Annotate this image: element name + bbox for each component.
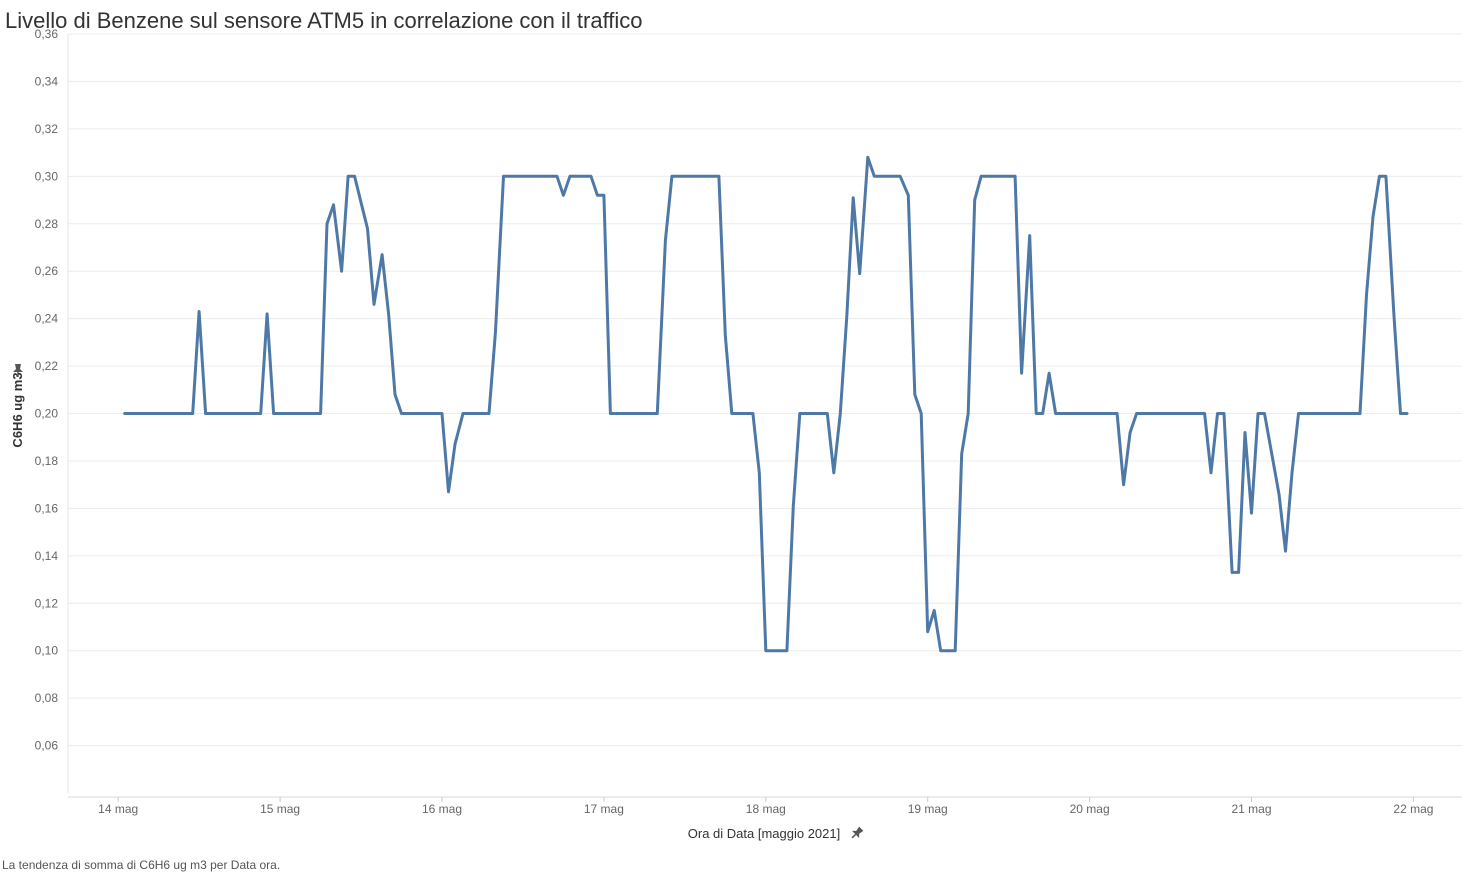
y-axis-ticks: 0,06 0,08 0,10 0,12 0,14 0,16 0,18 0,20 0,22 0,24…	[35, 27, 59, 753]
x-axis-ticks: 14 mag 15 mag 16 mag 17 mag 18 mag 19 mag 20 m…	[98, 797, 1433, 816]
y-tick-label: 0,22	[35, 359, 59, 373]
x-tick-label: 14 mag	[98, 802, 138, 816]
pin-icon[interactable]	[13, 364, 23, 377]
y-tick-label: 0,30	[35, 169, 59, 183]
y-axis-label-group: C6H6 ug m3	[10, 364, 25, 448]
x-tick-label: 18 mag	[746, 802, 786, 816]
x-tick-label: 15 mag	[260, 802, 300, 816]
y-tick-label: 0,06	[35, 739, 59, 753]
x-tick-label: 16 mag	[422, 802, 462, 816]
chart-caption: La tendenza di somma di C6H6 ug m3 per D…	[2, 858, 281, 872]
y-tick-label: 0,24	[35, 312, 59, 326]
y-tick-label: 0,14	[35, 549, 59, 563]
y-tick-label: 0,08	[35, 691, 59, 705]
y-axis-label: C6H6 ug m3	[10, 372, 25, 447]
x-tick-label: 20 mag	[1070, 802, 1110, 816]
series-line-c6h6[interactable]	[123, 155, 1409, 653]
y-tick-label: 0,10	[35, 644, 59, 658]
y-tick-label: 0,12	[35, 596, 59, 610]
y-tick-label: 0,34	[35, 74, 59, 88]
y-tick-label: 0,36	[35, 27, 59, 41]
x-tick-label: 21 mag	[1232, 802, 1272, 816]
y-tick-label: 0,16	[35, 501, 59, 515]
chart-title: Livello di Benzene sul sensore ATM5 in c…	[5, 8, 643, 33]
x-axis-label-group: Ora di Data [maggio 2021]	[688, 825, 865, 841]
pin-icon[interactable]	[849, 825, 865, 841]
y-tick-label: 0,20	[35, 407, 59, 421]
x-tick-label: 22 mag	[1393, 802, 1433, 816]
x-tick-label: 17 mag	[584, 802, 624, 816]
x-tick-label: 19 mag	[908, 802, 948, 816]
y-tick-label: 0,28	[35, 217, 59, 231]
y-tick-label: 0,32	[35, 122, 59, 136]
y-tick-label: 0,26	[35, 264, 59, 278]
x-axis-label: Ora di Data [maggio 2021]	[688, 826, 840, 841]
y-tick-label: 0,18	[35, 454, 59, 468]
